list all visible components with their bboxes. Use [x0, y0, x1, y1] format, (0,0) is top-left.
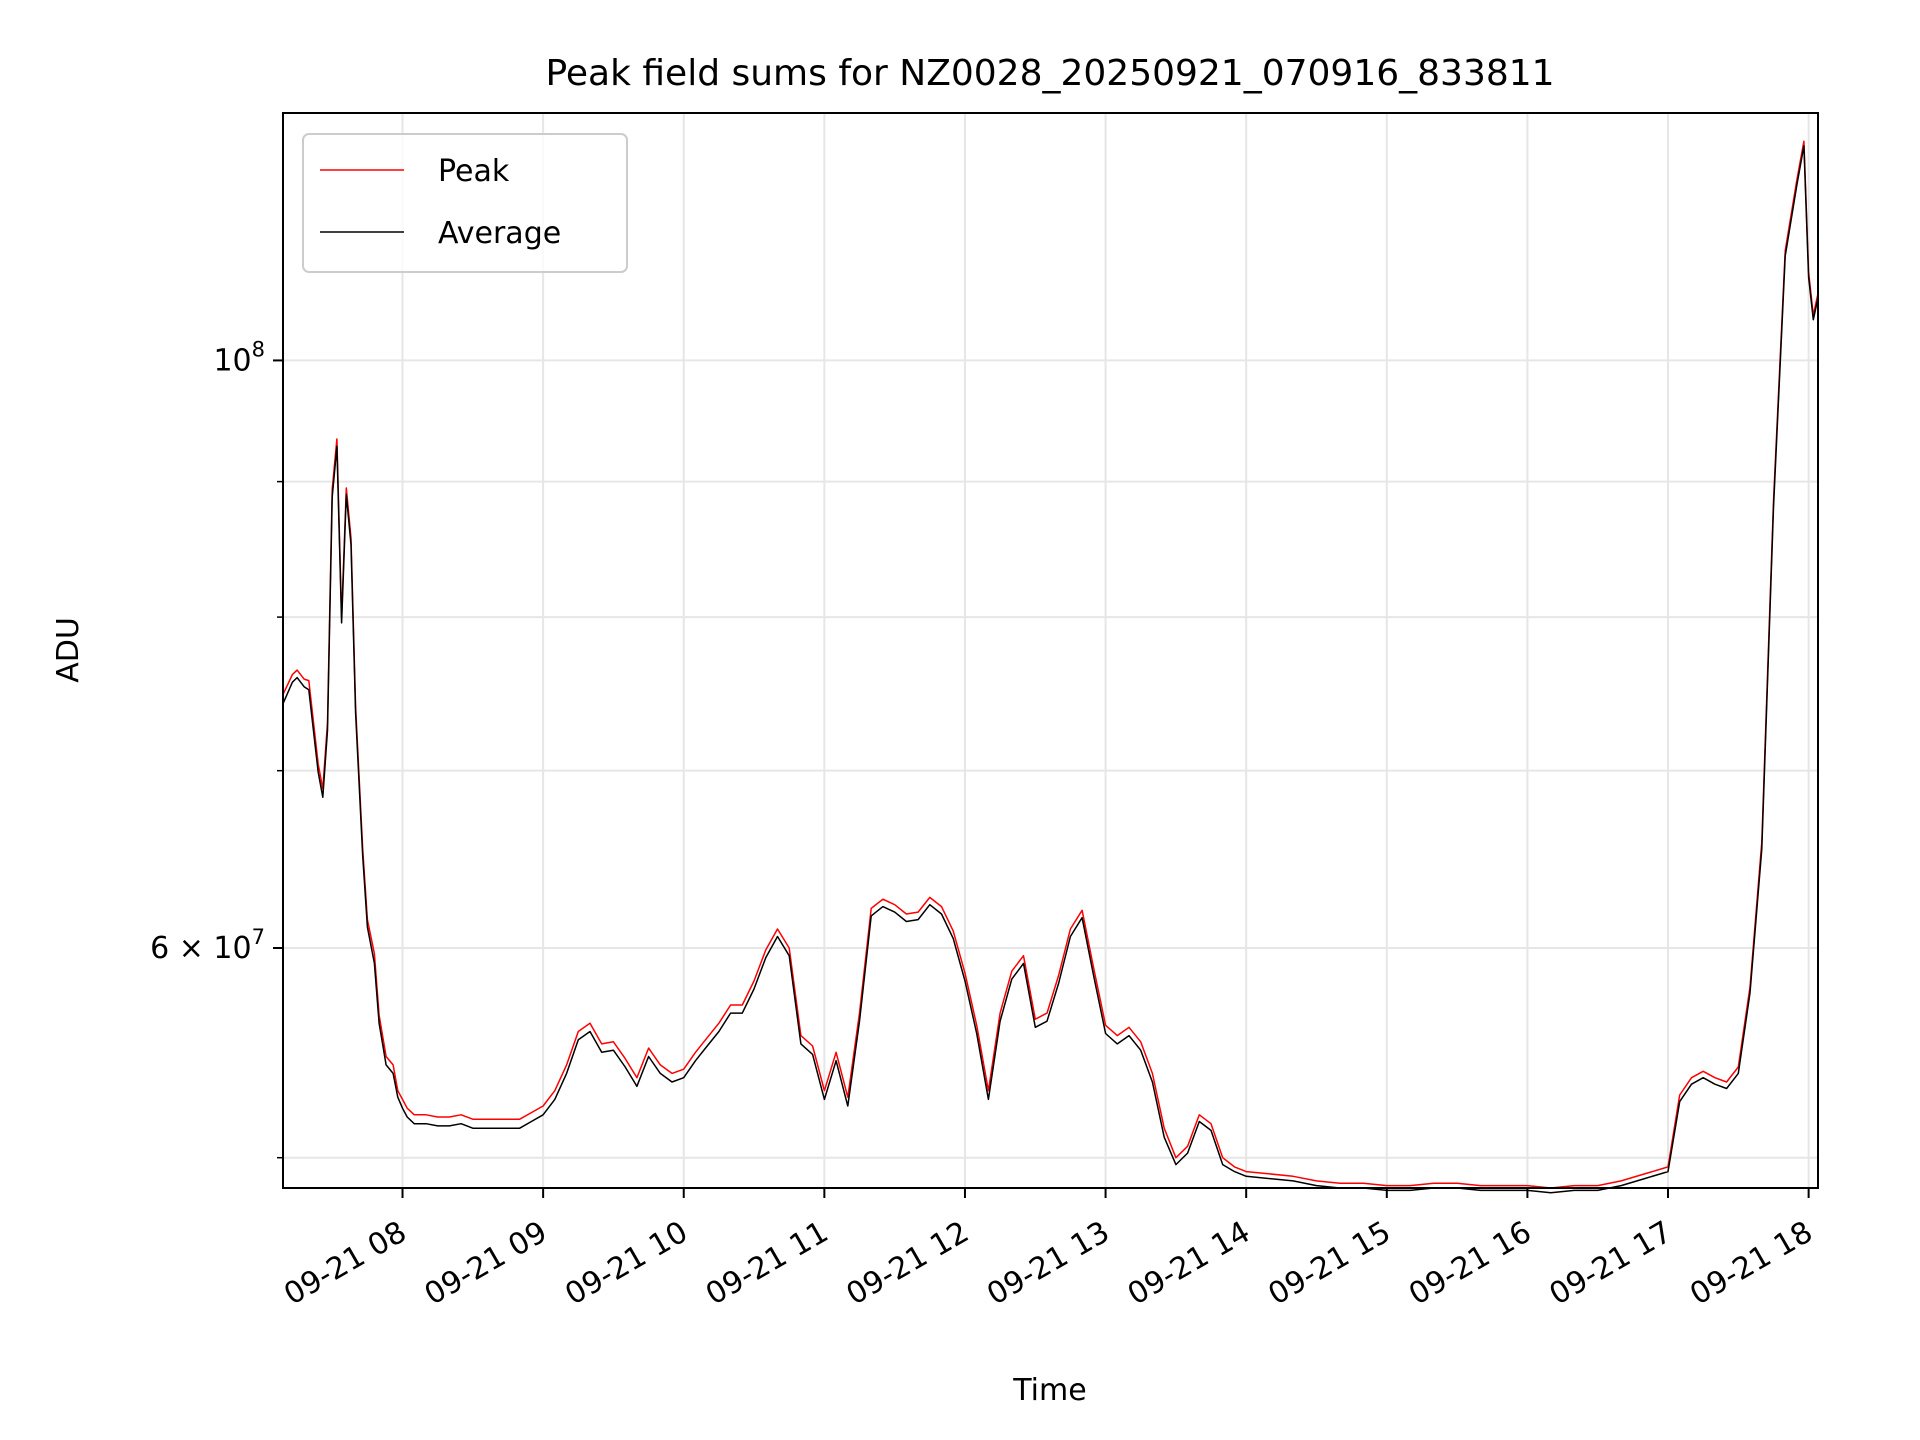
y-tick-label: 6 × 107	[150, 925, 265, 966]
y-tick-label: 108	[213, 337, 265, 378]
chart-title: Peak field sums for NZ0028_20250921_0709…	[545, 53, 1554, 94]
x-axis-label: Time	[1012, 1373, 1086, 1408]
series-lines	[282, 140, 1819, 1194]
grid-lines	[283, 113, 1818, 1188]
legend-box	[302, 133, 628, 273]
legend-label-average: Average	[438, 216, 561, 251]
plot-frame	[282, 112, 1819, 1189]
y-axis-ticks: 6 × 107 108	[150, 337, 283, 1159]
legend-label-peak: Peak	[438, 154, 510, 189]
y-axis-label: ADU	[51, 617, 86, 683]
legend: Peak Average	[302, 133, 628, 273]
series-line-average	[282, 145, 1819, 1194]
series-line-peak	[282, 140, 1819, 1189]
